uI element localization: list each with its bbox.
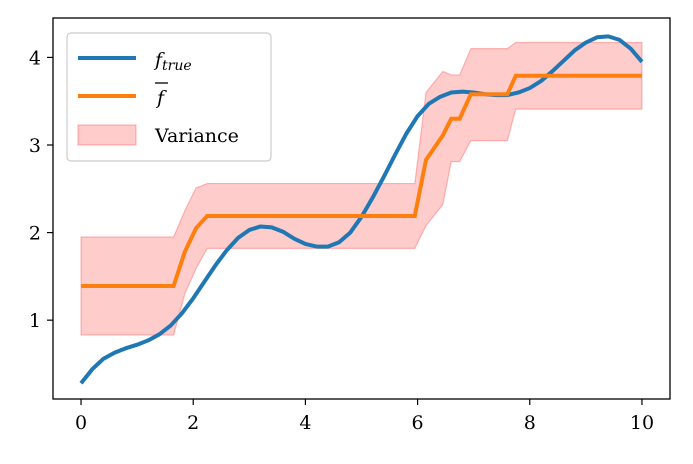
x-axis: 0 2 4 6 8 10 [75, 399, 654, 434]
y-tick-label: 1 [29, 310, 41, 332]
x-tick-label: 6 [412, 412, 424, 434]
variance-band-layer [80, 41, 643, 336]
y-axis: 1 2 3 4 [29, 47, 53, 332]
legend-label-f-bar: f [155, 87, 167, 109]
plot-frame [52, 17, 671, 400]
x-tick-label: 10 [630, 412, 654, 434]
legend-swatch-variance [77, 124, 137, 146]
x-tick-label: 4 [299, 412, 311, 434]
legend-box [66, 32, 272, 162]
x-tick-label: 0 [75, 412, 87, 434]
series-lines-layer [79, 34, 644, 385]
y-tick-label: 2 [29, 223, 41, 245]
legend: ftrue f Variance [66, 32, 272, 162]
y-tick-label: 3 [29, 135, 41, 157]
legend-label-f-true: ftrue [153, 49, 192, 74]
x-tick-label: 8 [524, 412, 536, 434]
y-tick-label: 4 [29, 47, 41, 69]
x-tick-label: 2 [187, 412, 199, 434]
series-line-f-bar [81, 73, 642, 289]
legend-label-variance: Variance [154, 125, 239, 147]
variance-band [80, 41, 643, 336]
